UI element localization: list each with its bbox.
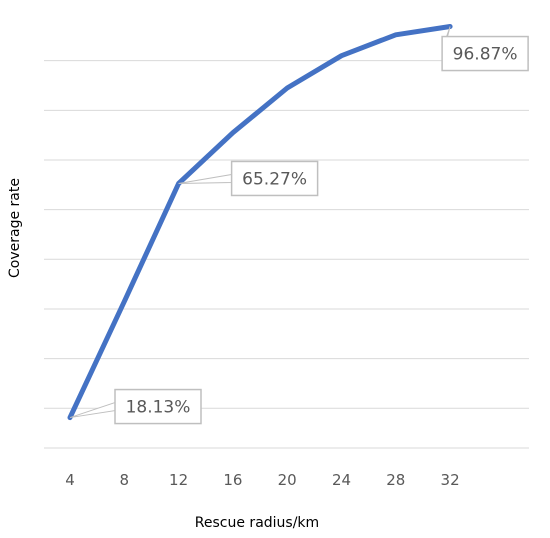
data-label: 96.87% [441,26,529,72]
x-tick-label: 28 [386,471,405,489]
x-tick-label: 24 [332,471,351,489]
data-labels: 18.13% 65.27% 96.87% [69,26,529,425]
x-tick-label: 16 [223,471,242,489]
series-line [67,24,453,421]
data-label: 65.27% [178,160,319,197]
data-label-text: 65.27% [242,169,307,189]
x-tick-label: 20 [278,471,297,489]
series-layer [67,24,453,421]
data-label-box [114,388,202,425]
data-label-text: 96.87% [453,45,518,65]
x-axis-ticks: 4 8 12 16 20 24 28 32 [65,471,459,489]
data-label-text: 18.13% [126,398,191,418]
data-label-box [441,35,529,72]
x-tick-label: 12 [169,471,188,489]
x-tick-label: 32 [441,471,460,489]
gridlines [44,60,529,449]
y-axis-title: Coverage rate [7,178,23,278]
data-label-box [230,160,319,197]
x-axis-title: Rescue radius/km [195,515,319,531]
x-tick-label: 8 [120,471,130,489]
data-label: 18.13% [69,388,202,425]
x-tick-label: 4 [65,471,75,489]
